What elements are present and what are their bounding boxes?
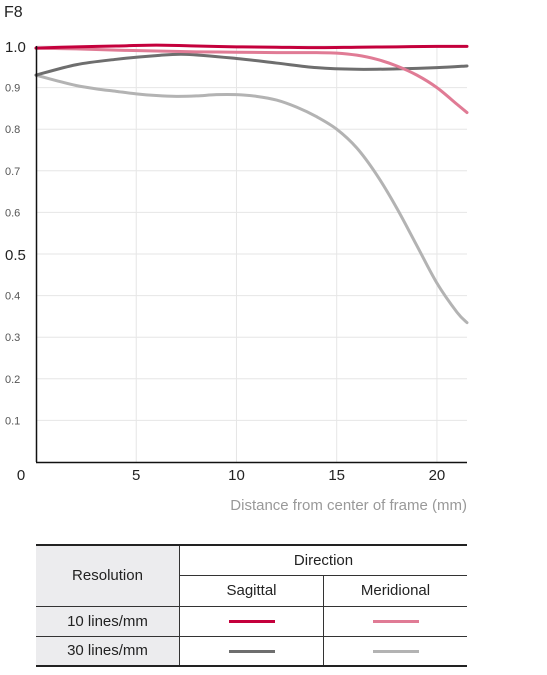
y-tick-label: 0.6 bbox=[5, 207, 20, 219]
legend-swatch-meridional-30 bbox=[323, 635, 467, 667]
sagittal-header: Sagittal bbox=[179, 574, 324, 607]
legend-line-meridional-30 bbox=[372, 649, 419, 653]
chart-title: F8 bbox=[4, 4, 23, 21]
data-series bbox=[34, 43, 469, 325]
x-tick-label: 10 bbox=[228, 467, 245, 484]
y-tick-label: 1.0 bbox=[5, 39, 26, 56]
y-tick-label: 0.4 bbox=[5, 291, 20, 303]
y-tick-label: 0.3 bbox=[5, 332, 20, 344]
x-tick-labels: 0 5 10 15 20 bbox=[17, 467, 445, 484]
y-tick-label: 0.5 bbox=[5, 247, 26, 264]
series-line-m30 bbox=[34, 73, 469, 325]
row-label-10: 10 lines/mm bbox=[36, 605, 180, 637]
legend-line-sagittal-10 bbox=[228, 620, 275, 624]
legend-swatch-meridional-10 bbox=[323, 605, 467, 637]
gridlines bbox=[36, 45, 467, 462]
x-tick-label: 5 bbox=[132, 467, 140, 484]
series-line-s10 bbox=[34, 43, 469, 50]
y-tick-labels: 0.1 0.2 0.3 0.4 0.5 0.6 0.7 0.8 0.9 1.0 bbox=[5, 39, 26, 427]
meridional-header: Meridional bbox=[323, 574, 467, 607]
x-tick-label: 15 bbox=[328, 467, 345, 484]
y-tick-label: 0.2 bbox=[5, 374, 20, 386]
series-line-m10 bbox=[34, 46, 469, 115]
legend-table: Resolution Direction Sagittal Meridional… bbox=[36, 544, 467, 667]
row-label-30: 30 lines/mm bbox=[36, 635, 180, 667]
legend-swatch-sagittal-10 bbox=[179, 605, 324, 637]
axes bbox=[35, 46, 467, 464]
y-tick-label: 0.8 bbox=[5, 124, 20, 136]
legend-line-meridional-10 bbox=[372, 620, 419, 624]
y-tick-label: 0.9 bbox=[5, 83, 20, 95]
y-tick-label: 0.7 bbox=[5, 166, 20, 178]
direction-header: Direction bbox=[179, 544, 467, 576]
y-tick-label: 0.1 bbox=[5, 415, 20, 427]
x-tick-label: 0 bbox=[17, 467, 25, 484]
mtf-chart: F8 0.1 0.2 0.3 0.4 0.5 0.6 0.7 0.8 0.9 1.0 0 5 10 15… bbox=[4, 4, 469, 514]
series-line-s30 bbox=[34, 52, 469, 77]
legend-line-sagittal-30 bbox=[228, 649, 275, 653]
resolution-header: Resolution bbox=[36, 544, 180, 607]
legend-swatch-sagittal-30 bbox=[179, 635, 324, 667]
x-tick-label: 20 bbox=[429, 467, 446, 484]
x-axis-label: Distance from center of frame (mm) bbox=[230, 497, 467, 514]
